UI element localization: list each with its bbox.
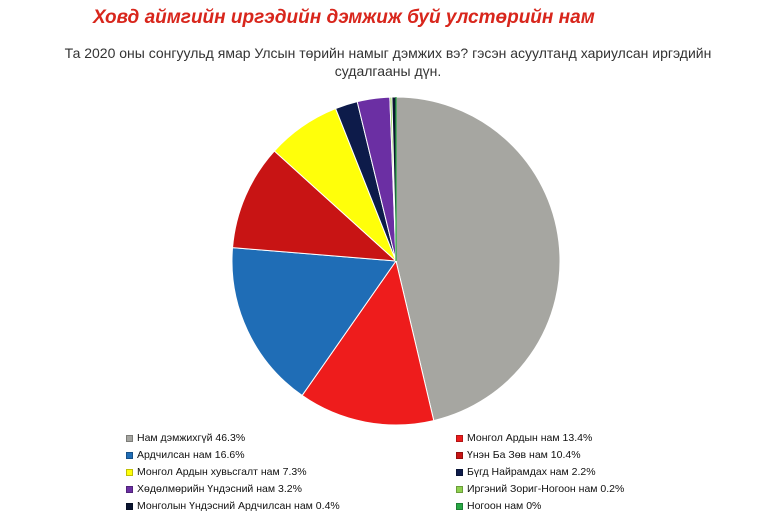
legend-item: Монгол Ардын нам 13.4%: [456, 432, 592, 444]
subtitle-line-2: судалгааны дүн.: [334, 63, 442, 79]
legend-label: Монголын Үндэсний Ардчилсан нам 0.4%: [137, 500, 340, 512]
legend-label: Бүгд Найрамдах нам 2.2%: [467, 466, 596, 478]
legend-item: Монголын Үндэсний Ардчилсан нам 0.4%: [126, 500, 340, 512]
legend-swatch: [456, 485, 463, 493]
legend-label: Ардчилсан нам 16.6%: [137, 449, 245, 461]
legend-item: Хөдөлмөрийн Үндэсний нам 3.2%: [126, 483, 302, 495]
legend-item: Нам дэмжихгүй 46.3%: [126, 432, 245, 444]
legend-swatch: [456, 502, 463, 510]
pie-slice-4: [232, 150, 398, 262]
pie-slice-1: [395, 96, 561, 422]
pie-slice-2: [301, 259, 435, 426]
legend-swatch: [126, 434, 133, 442]
legend-item: Бүгд Найрамдах нам 2.2%: [456, 466, 596, 478]
legend-swatch: [126, 451, 133, 459]
legend-item: Ногоон нам 0%: [456, 500, 541, 512]
legend-swatch: [126, 485, 133, 493]
legend-swatch: [456, 468, 463, 476]
legend-item: Монгол Ардын хувьсгалт нам 7.3%: [126, 466, 307, 478]
legend-label: Хөдөлмөрийн Үндэсний нам 3.2%: [137, 483, 302, 495]
legend-item: Ардчилсан нам 16.6%: [126, 449, 245, 461]
legend-item: Үнэн Ба Зөв нам 10.4%: [456, 449, 581, 461]
legend-swatch: [126, 468, 133, 476]
legend-label: Монгол Ардын нам 13.4%: [467, 432, 593, 444]
legend-label: Монгол Ардын хувьсгалт нам 7.3%: [137, 466, 307, 478]
pie-slice-3: [231, 247, 397, 397]
chart-legend: Нам дэмжихгүй 46.3% Монгол Ардын нам 13.4…: [126, 432, 646, 520]
legend-swatch: [456, 451, 463, 459]
legend-label: Нам дэмжихгүй 46.3%: [137, 432, 246, 444]
chart-subtitle: Та 2020 оны сонгуульд ямар Улсын төрийн …: [40, 44, 736, 80]
legend-label: Үнэн Ба Зөв нам 10.4%: [467, 449, 581, 461]
pie-slices: [231, 96, 561, 426]
legend-label: Иргэний Зориг-Ногоон нам 0.2%: [467, 483, 625, 495]
legend-item: Иргэний Зориг-Ногоон нам 0.2%: [456, 483, 624, 495]
chart-headline: Ховд аймгийн иргэдийн дэмжиж буй улстөри…: [93, 7, 595, 28]
legend-label: Ногоон нам 0%: [467, 500, 542, 512]
legend-swatch: [126, 502, 133, 510]
subtitle-line-1: Та 2020 оны сонгуульд ямар Улсын төрийн …: [64, 45, 712, 61]
legend-swatch: [456, 434, 463, 442]
